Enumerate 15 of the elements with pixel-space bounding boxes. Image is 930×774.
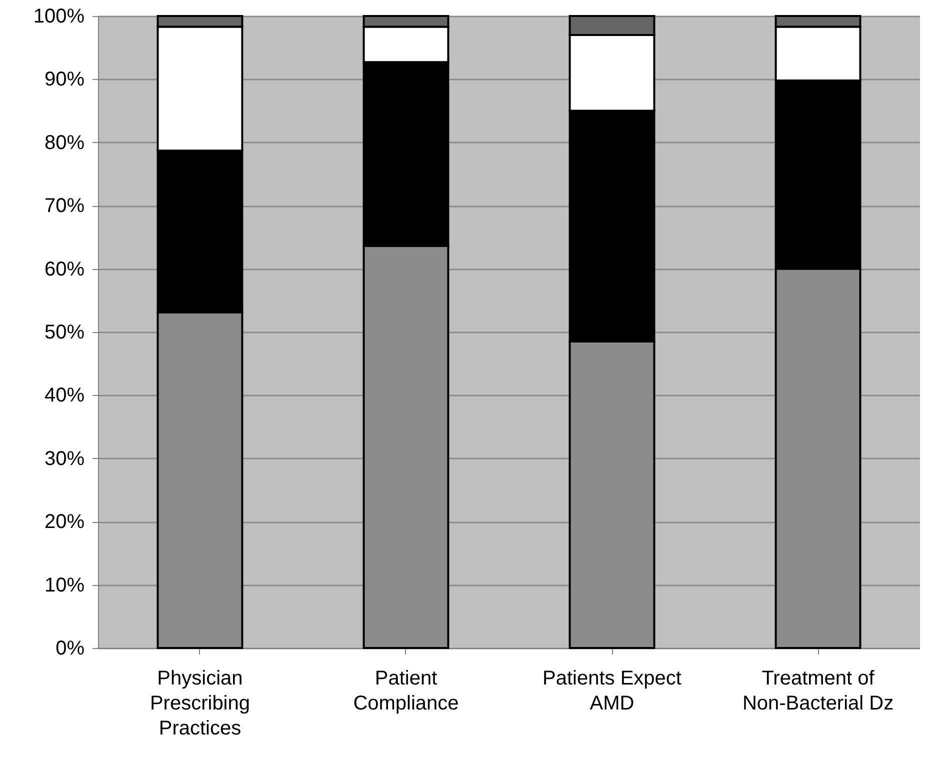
x-tick-label: Physician Prescribing Practices	[150, 668, 250, 740]
y-tick-label: 90%	[44, 68, 85, 91]
x-tick-label: Treatment of Non-Bacterial Dz	[742, 668, 894, 714]
y-tick-label: 100%	[33, 6, 85, 28]
x-tick-label: Patients Expect AMD	[542, 668, 682, 714]
y-tick-label: 20%	[44, 511, 85, 534]
y-tick-label: 0%	[56, 638, 85, 660]
y-tick-label: 50%	[44, 322, 85, 344]
y-tick-label: 40%	[44, 384, 85, 407]
y-tick-label: 60%	[44, 258, 85, 280]
y-tick-label: 10%	[44, 574, 85, 596]
y-tick-label: 70%	[44, 195, 85, 218]
y-tick-label: 30%	[44, 448, 85, 470]
y-tick-label: 80%	[44, 132, 85, 154]
x-tick-label: Patient Compliance	[353, 668, 459, 714]
